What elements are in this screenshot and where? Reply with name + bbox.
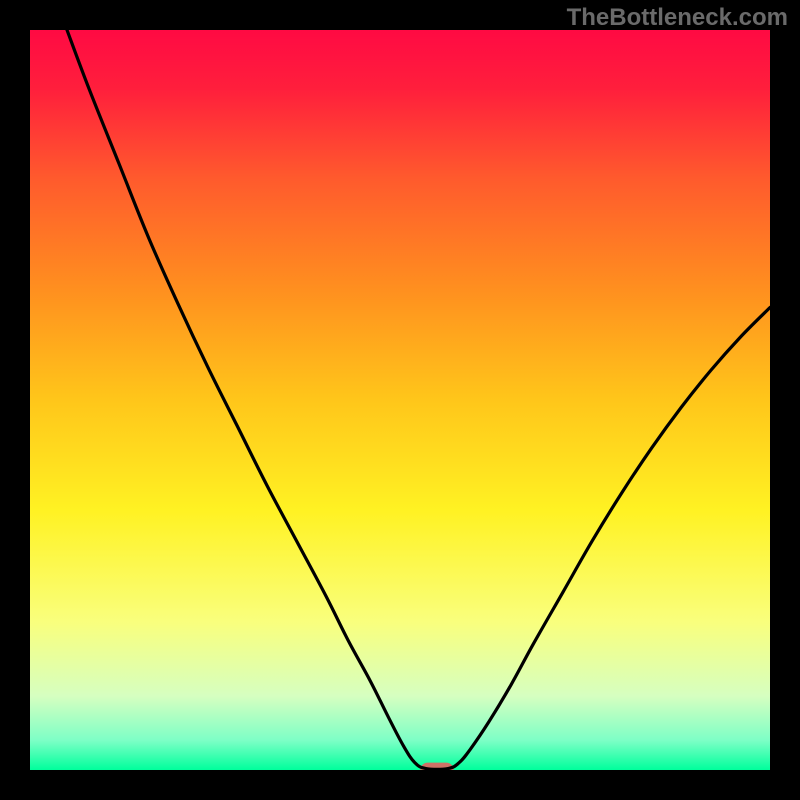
watermark-text: TheBottleneck.com <box>567 4 788 32</box>
chart-svg <box>0 0 800 800</box>
bottleneck-chart: TheBottleneck.com <box>0 0 800 800</box>
chart-background <box>30 30 770 770</box>
